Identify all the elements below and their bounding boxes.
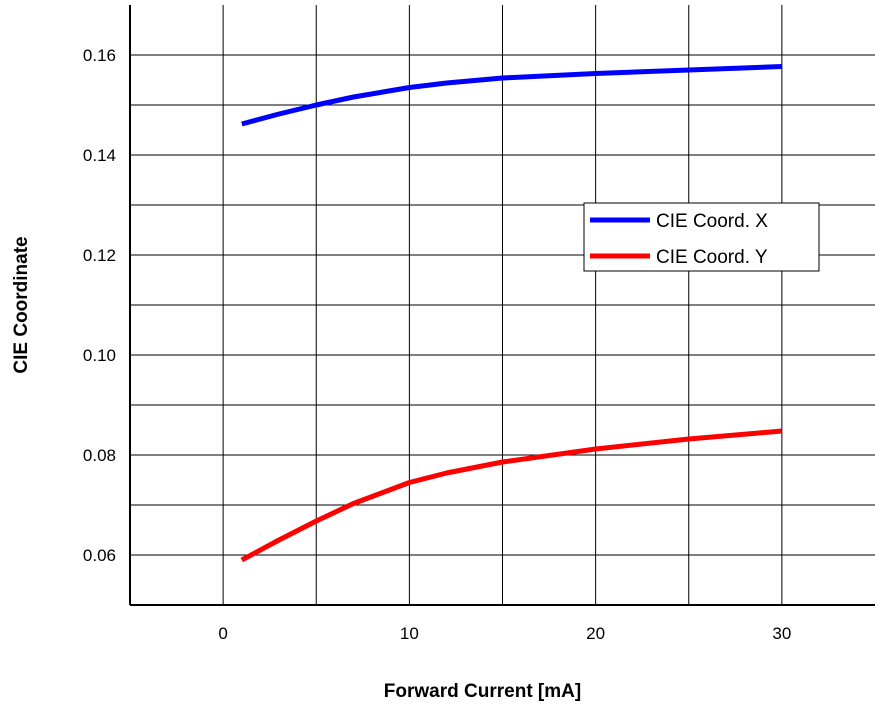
series-line-cie-y <box>240 428 783 563</box>
y-tick-label: 0.10 <box>83 346 116 365</box>
legend-label-cie-y: CIE Coord. Y <box>656 247 768 268</box>
legend-box <box>583 202 820 272</box>
y-tick-label: 0.12 <box>83 246 116 265</box>
tick-labels: 0 10 20 30 0.06 0.08 0.10 0.12 0.14 0.16 <box>83 46 791 643</box>
series-lines <box>240 64 783 563</box>
legend: CIE Coord. X CIE Coord. Y <box>583 202 820 272</box>
y-tick-label: 0.06 <box>83 546 116 565</box>
series-line-cie-x <box>241 64 782 127</box>
x-tick-label: 0 <box>218 624 227 643</box>
y-tick-label: 0.16 <box>83 46 116 65</box>
x-axis-title: Forward Current [mA] <box>384 681 581 702</box>
grid-lines <box>130 5 875 605</box>
axes <box>129 5 875 606</box>
legend-label-cie-x: CIE Coord. X <box>656 211 768 232</box>
y-axis-title: CIE Coordinate <box>11 236 32 373</box>
y-tick-label: 0.08 <box>83 446 116 465</box>
x-tick-label: 30 <box>772 624 791 643</box>
x-tick-label: 10 <box>400 624 419 643</box>
y-tick-label: 0.14 <box>83 146 116 165</box>
x-tick-label: 20 <box>586 624 605 643</box>
